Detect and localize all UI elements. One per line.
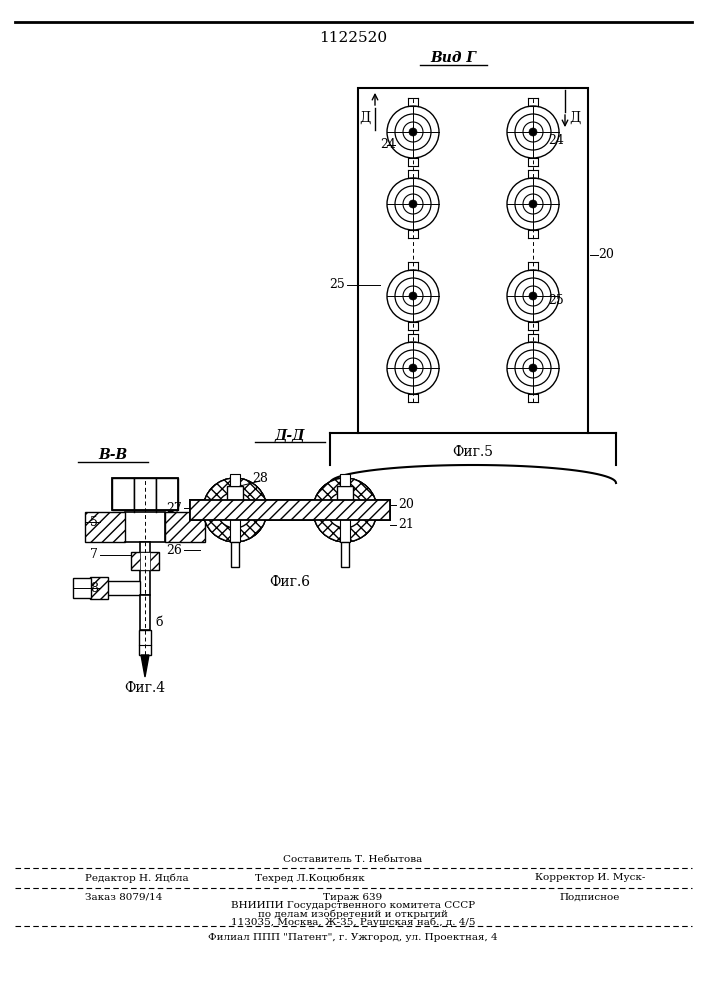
Text: 20: 20 (598, 248, 614, 261)
Bar (112, 478, 134, 510)
Bar (190, 500, 390, 520)
Circle shape (409, 128, 417, 136)
Text: В-В: В-В (98, 448, 128, 462)
Bar (140, 552, 150, 570)
Text: 20: 20 (398, 498, 414, 512)
Bar (140, 542, 150, 595)
Text: Редактор Н. Яцбла: Редактор Н. Яцбла (85, 873, 189, 883)
Bar (340, 474, 350, 486)
Text: Филиал ППП "Патент", г. Ужгород, ул. Проектная, 4: Филиал ППП "Патент", г. Ужгород, ул. Про… (208, 934, 498, 942)
Circle shape (203, 478, 267, 542)
Bar (340, 478, 350, 542)
Text: 7: 7 (90, 548, 98, 562)
Bar (139, 630, 151, 655)
Text: 113035, Москва, Ж-35, Раушская наб., д. 4/5: 113035, Москва, Ж-35, Раушская наб., д. … (230, 917, 475, 927)
Circle shape (313, 478, 377, 542)
Circle shape (529, 292, 537, 300)
Bar (112, 478, 178, 510)
Text: 5: 5 (90, 516, 98, 528)
Circle shape (409, 200, 417, 208)
Text: 25: 25 (329, 278, 345, 292)
Circle shape (313, 478, 377, 542)
Bar (134, 478, 156, 510)
Text: 25: 25 (548, 294, 563, 306)
Text: Заказ 8079/14: Заказ 8079/14 (85, 892, 163, 902)
Bar (90, 577, 108, 599)
Circle shape (529, 128, 537, 136)
Text: по делам изобретений и открытий: по делам изобретений и открытий (258, 909, 448, 919)
Polygon shape (141, 655, 149, 677)
Text: Корректор И. Муск-: Корректор И. Муск- (534, 874, 645, 882)
Text: Составитель Т. Небытова: Составитель Т. Небытова (284, 856, 423, 864)
Circle shape (409, 292, 417, 300)
Circle shape (529, 364, 537, 372)
Text: Подписное: Подписное (560, 892, 620, 902)
Circle shape (529, 200, 537, 208)
Bar (156, 478, 178, 510)
Bar (337, 486, 353, 500)
Text: 8: 8 (90, 582, 98, 594)
Text: Фиг.4: Фиг.4 (124, 681, 165, 695)
Bar (227, 486, 243, 500)
Text: 24: 24 (380, 138, 396, 151)
Text: 1122520: 1122520 (319, 31, 387, 45)
Text: ВНИИПИ Государственного комитета СССР: ВНИИПИ Государственного комитета СССР (231, 902, 475, 910)
Bar (230, 478, 240, 542)
Text: 21: 21 (398, 518, 414, 532)
Text: 27: 27 (166, 502, 182, 514)
Bar (73, 578, 91, 598)
Text: Тираж 639: Тираж 639 (323, 892, 382, 902)
Text: Д: Д (359, 111, 370, 125)
Text: Д-Д: Д-Д (275, 428, 305, 442)
Bar (131, 552, 159, 570)
Bar (230, 474, 240, 486)
Text: Фиг.6: Фиг.6 (269, 575, 310, 589)
Circle shape (313, 478, 377, 542)
Bar (341, 542, 349, 567)
Text: Д: Д (569, 111, 580, 125)
Bar (165, 512, 205, 542)
Circle shape (327, 492, 363, 528)
Circle shape (203, 478, 267, 542)
Circle shape (409, 364, 417, 372)
Circle shape (203, 478, 267, 542)
Text: 28: 28 (252, 472, 268, 485)
Bar (231, 542, 239, 567)
Text: Вид Г: Вид Г (430, 51, 476, 65)
Bar (90, 581, 140, 595)
Bar (190, 500, 390, 520)
Text: б: б (155, 615, 163, 629)
Bar (140, 595, 150, 630)
Text: Техред Л.Коцюбняк: Техред Л.Коцюбняк (255, 873, 365, 883)
Bar (125, 512, 165, 542)
Bar (85, 512, 125, 542)
Circle shape (217, 492, 253, 528)
Text: 26: 26 (166, 544, 182, 556)
Bar (358, 88, 588, 433)
Text: Фиг.5: Фиг.5 (452, 445, 493, 459)
Text: 24: 24 (548, 133, 564, 146)
